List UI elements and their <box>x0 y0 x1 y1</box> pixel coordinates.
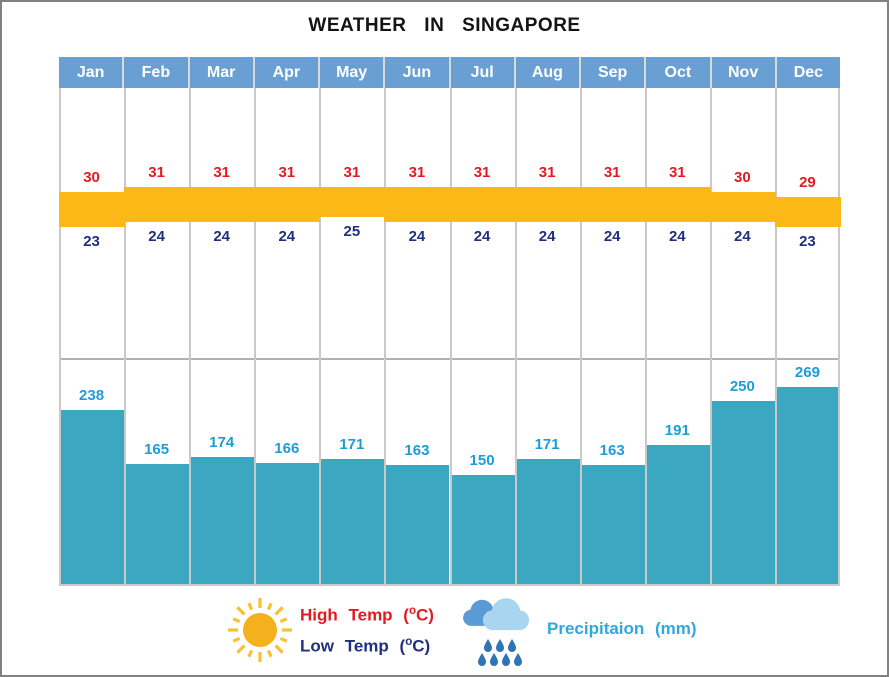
weather-table: Jan Feb Mar Apr May Jun Jul Aug Sep Oct Nov Dec 30 2… <box>59 57 841 586</box>
temp-range-band-segment <box>319 187 386 217</box>
legend: High Temp (oC) Low Temp (oC) Precipitaio… <box>2 592 887 672</box>
high-temp-value: 31 <box>213 164 231 181</box>
precip-bar <box>514 459 580 586</box>
month-header-may: May <box>320 57 386 88</box>
grid-line-vertical <box>644 88 647 586</box>
grid-line-vertical <box>774 88 777 586</box>
low-temp-value: 24 <box>408 228 426 245</box>
low-temp-value: 23 <box>83 233 100 250</box>
precip-value: 150 <box>469 452 495 469</box>
grid-line-vertical <box>384 88 387 586</box>
month-header-jul: Jul <box>450 57 516 88</box>
month-header-aug: Aug <box>515 57 581 88</box>
precip-value: 171 <box>534 436 560 453</box>
grid-line-vertical <box>189 88 192 586</box>
month-header-nov: Nov <box>711 57 777 88</box>
precip-bar <box>189 457 255 586</box>
low-temp-value: 24 <box>668 228 686 245</box>
precip-bar <box>384 465 450 586</box>
grid-line-vertical <box>449 88 452 586</box>
rain-cloud-icon <box>458 596 544 675</box>
high-temp-value: 31 <box>343 164 361 181</box>
precip-value: 166 <box>274 440 300 457</box>
precip-value: 269 <box>794 364 820 381</box>
precip-bar <box>709 401 775 586</box>
precip-value: 165 <box>144 441 170 458</box>
high-temp-value: 30 <box>734 169 751 186</box>
high-temp-value: 31 <box>408 164 426 181</box>
precip-bar <box>449 475 515 586</box>
temp-range-band-segment <box>59 192 126 227</box>
grid-line-vertical <box>709 88 712 586</box>
month-header-feb: Feb <box>124 57 190 88</box>
legend-high-temp-label: High Temp (oC) <box>300 605 434 625</box>
low-temp-value: 24 <box>278 228 296 245</box>
temp-range-band-segment <box>774 197 841 227</box>
temp-range-band-segment <box>449 187 516 222</box>
legend-precipitation-label: Precipitaion (mm) <box>547 619 697 638</box>
precip-bar <box>254 463 320 586</box>
temp-range-band-segment <box>384 187 451 222</box>
legend-low-temp-label: Low Temp (oC) <box>300 636 431 656</box>
high-temp-value: 31 <box>603 164 621 181</box>
table-bottom-line <box>59 584 840 586</box>
low-temp-value: 24 <box>734 228 751 245</box>
low-temp-value: 24 <box>213 228 231 245</box>
high-temp-value: 31 <box>148 164 165 181</box>
grid-line-vertical <box>514 88 517 586</box>
precip-value: 191 <box>664 422 690 439</box>
low-temp-value: 25 <box>343 223 361 240</box>
temp-range-band-segment <box>579 187 646 222</box>
chart-body: 30 23 238 31 24 165 31 24 174 31 24 166 31 25 171 31 24 1… <box>59 88 841 586</box>
month-header-mar: Mar <box>189 57 255 88</box>
low-temp-value: 23 <box>799 233 816 250</box>
high-temp-value: 31 <box>473 164 491 181</box>
grid-line-vertical <box>579 88 582 586</box>
grid-line-vertical <box>254 88 257 586</box>
page-title: WEATHER IN SINGAPORE <box>308 15 581 36</box>
temp-range-band-segment <box>644 187 711 222</box>
high-temp-value: 30 <box>83 169 100 186</box>
temp-range-band-segment <box>514 187 581 222</box>
low-temp-value: 24 <box>473 228 491 245</box>
month-header-dec: Dec <box>776 57 840 88</box>
temp-range-band-segment <box>709 192 776 222</box>
precip-value: 174 <box>209 434 235 451</box>
precip-bar <box>319 459 385 586</box>
precip-value: 250 <box>729 378 755 395</box>
month-header-sep: Sep <box>581 57 647 88</box>
month-header-apr: Apr <box>254 57 320 88</box>
temp-range-band-segment <box>124 187 191 222</box>
precip-bar <box>644 445 710 586</box>
precip-bar <box>124 464 190 586</box>
month-header-jun: Jun <box>385 57 451 88</box>
grid-line-vertical <box>838 88 840 586</box>
temp-range-band-segment <box>254 187 321 222</box>
grid-line-vertical <box>124 88 127 586</box>
low-temp-value: 24 <box>538 228 556 245</box>
low-temp-value: 24 <box>603 228 621 245</box>
precip-value: 238 <box>79 387 105 404</box>
precip-value: 171 <box>339 436 365 453</box>
temp-range-band-segment <box>189 187 256 222</box>
high-temp-value: 31 <box>278 164 296 181</box>
precip-value: 163 <box>599 442 625 459</box>
sun-icon <box>224 594 296 671</box>
precip-value: 163 <box>404 442 430 459</box>
grid-line-vertical <box>59 88 61 586</box>
high-temp-value: 31 <box>668 164 686 181</box>
month-header-oct: Oct <box>646 57 712 88</box>
high-temp-value: 31 <box>538 164 556 181</box>
precip-bar <box>59 410 125 586</box>
precip-bar <box>774 387 840 586</box>
month-header-jan: Jan <box>59 57 125 88</box>
grid-line-vertical <box>319 88 322 586</box>
month-header-row: Jan Feb Mar Apr May Jun Jul Aug Sep Oct Nov Dec <box>59 57 840 88</box>
precip-bar <box>579 465 645 586</box>
high-temp-value: 29 <box>799 174 816 191</box>
low-temp-value: 24 <box>148 228 165 245</box>
